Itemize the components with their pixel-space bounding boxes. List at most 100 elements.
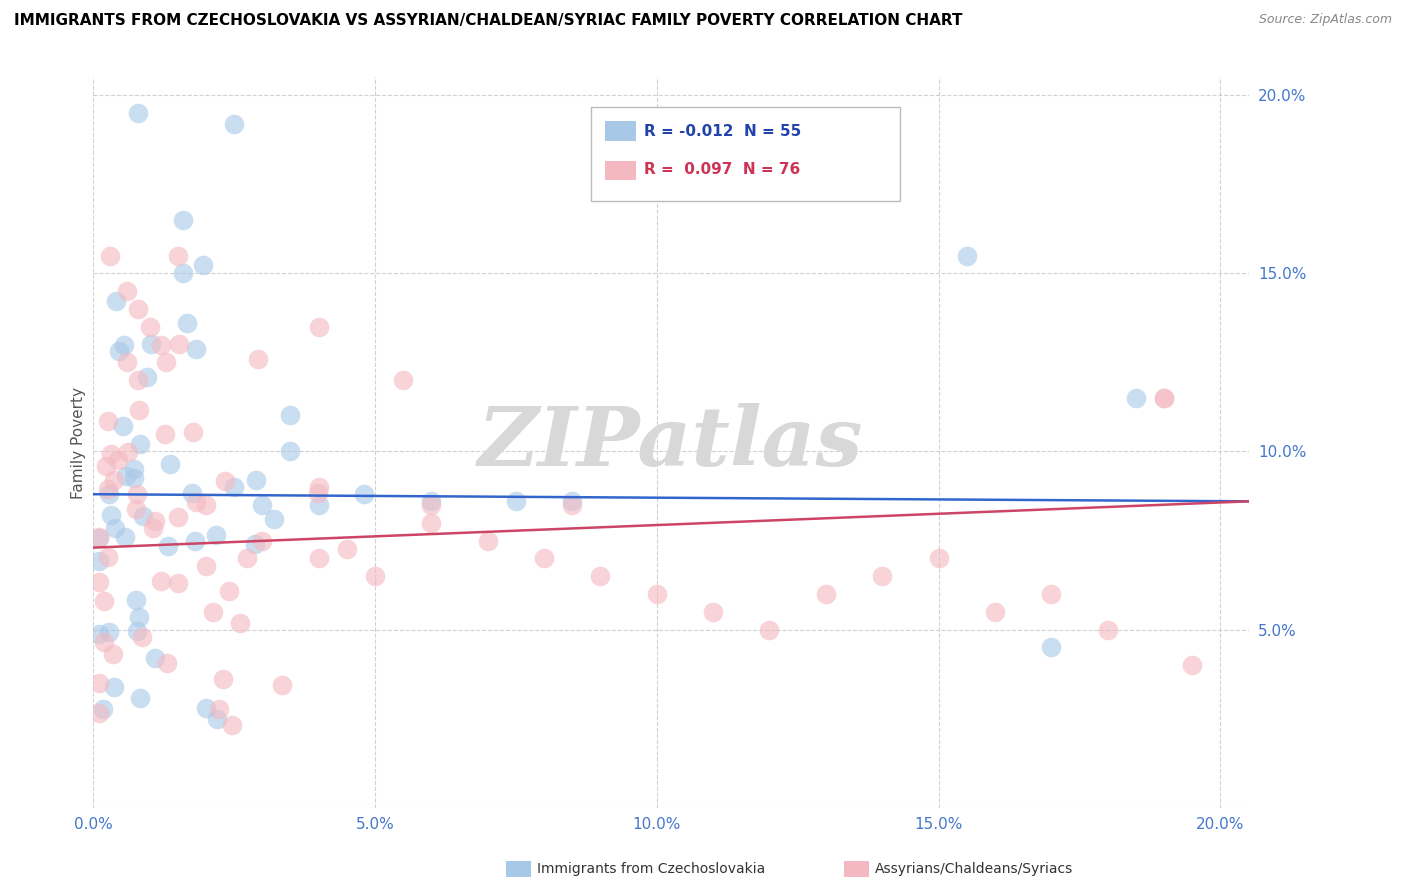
Point	[245, 537, 267, 551]
Point	[149, 574, 172, 589]
Point	[93, 634, 115, 648]
Point	[205, 528, 228, 542]
Point	[245, 473, 267, 487]
Point	[956, 248, 979, 262]
Point	[143, 514, 166, 528]
Point	[127, 486, 149, 500]
Point	[263, 512, 285, 526]
Point	[128, 402, 150, 417]
Point	[364, 569, 387, 583]
Point	[103, 681, 125, 695]
Point	[1040, 587, 1063, 601]
Point	[87, 626, 110, 640]
Point	[702, 605, 724, 619]
Point	[97, 550, 120, 565]
Point	[159, 457, 181, 471]
Text: R = -0.012  N = 55: R = -0.012 N = 55	[644, 124, 801, 138]
Point	[984, 605, 1007, 619]
Point	[176, 316, 198, 330]
Point	[129, 437, 152, 451]
Point	[98, 248, 121, 262]
Point	[194, 558, 217, 573]
Point	[127, 373, 149, 387]
Point	[505, 494, 527, 508]
Point	[156, 656, 179, 670]
Point	[91, 701, 114, 715]
Point	[93, 593, 115, 607]
Point	[1153, 391, 1175, 405]
Point	[420, 494, 443, 508]
Point	[280, 408, 302, 422]
Point	[167, 575, 190, 590]
Point	[218, 584, 240, 599]
Point	[87, 574, 110, 589]
Point	[208, 702, 231, 716]
Point	[149, 337, 172, 351]
Point	[114, 530, 136, 544]
Point	[115, 284, 138, 298]
Point	[477, 533, 499, 548]
Point	[125, 593, 148, 607]
Point	[928, 551, 950, 566]
Point	[308, 551, 330, 566]
Point	[131, 631, 153, 645]
Point	[117, 445, 139, 459]
Point	[128, 610, 150, 624]
Point	[172, 266, 194, 280]
Point	[392, 373, 415, 387]
Point	[115, 355, 138, 369]
Point	[125, 624, 148, 638]
Point	[222, 117, 245, 131]
Point	[172, 213, 194, 227]
Point	[271, 678, 294, 692]
Point	[1125, 391, 1147, 405]
Point	[107, 453, 129, 467]
Text: IMMIGRANTS FROM CZECHOSLOVAKIA VS ASSYRIAN/CHALDEAN/SYRIAC FAMILY POVERTY CORREL: IMMIGRANTS FROM CZECHOSLOVAKIA VS ASSYRI…	[14, 13, 963, 29]
Point	[87, 554, 110, 568]
Point	[97, 625, 120, 640]
Point	[194, 498, 217, 512]
Point	[353, 487, 375, 501]
Point	[125, 502, 148, 516]
Point	[103, 474, 125, 488]
Point	[87, 676, 110, 690]
Point	[100, 508, 122, 522]
Point	[122, 471, 145, 485]
Point	[87, 530, 110, 544]
Point	[143, 651, 166, 665]
Point	[169, 337, 191, 351]
Point	[184, 342, 207, 356]
Point	[193, 258, 215, 272]
Point	[136, 370, 159, 384]
Point	[280, 444, 302, 458]
Point	[235, 550, 257, 565]
Point	[107, 344, 129, 359]
Point	[252, 498, 274, 512]
Text: R =  0.097  N = 76: R = 0.097 N = 76	[644, 162, 800, 177]
Y-axis label: Family Poverty: Family Poverty	[72, 386, 86, 499]
Point	[308, 480, 330, 494]
Point	[252, 533, 274, 548]
Point	[194, 701, 217, 715]
Point	[758, 623, 780, 637]
Point	[167, 509, 190, 524]
Point	[645, 587, 668, 601]
Point	[1040, 640, 1063, 655]
Point	[166, 248, 188, 262]
Point	[103, 647, 125, 661]
Point	[184, 494, 207, 508]
Point	[114, 469, 136, 483]
Point	[87, 531, 110, 545]
Point	[1181, 658, 1204, 673]
Point	[420, 498, 443, 512]
Point	[122, 462, 145, 476]
Point	[212, 672, 235, 686]
Point	[111, 419, 134, 434]
Point	[156, 539, 179, 553]
Point	[139, 337, 162, 351]
Point	[127, 106, 149, 120]
Text: Immigrants from Czechoslovakia: Immigrants from Czechoslovakia	[537, 862, 765, 876]
Point	[336, 542, 359, 557]
Point	[183, 533, 205, 548]
Point	[155, 355, 177, 369]
